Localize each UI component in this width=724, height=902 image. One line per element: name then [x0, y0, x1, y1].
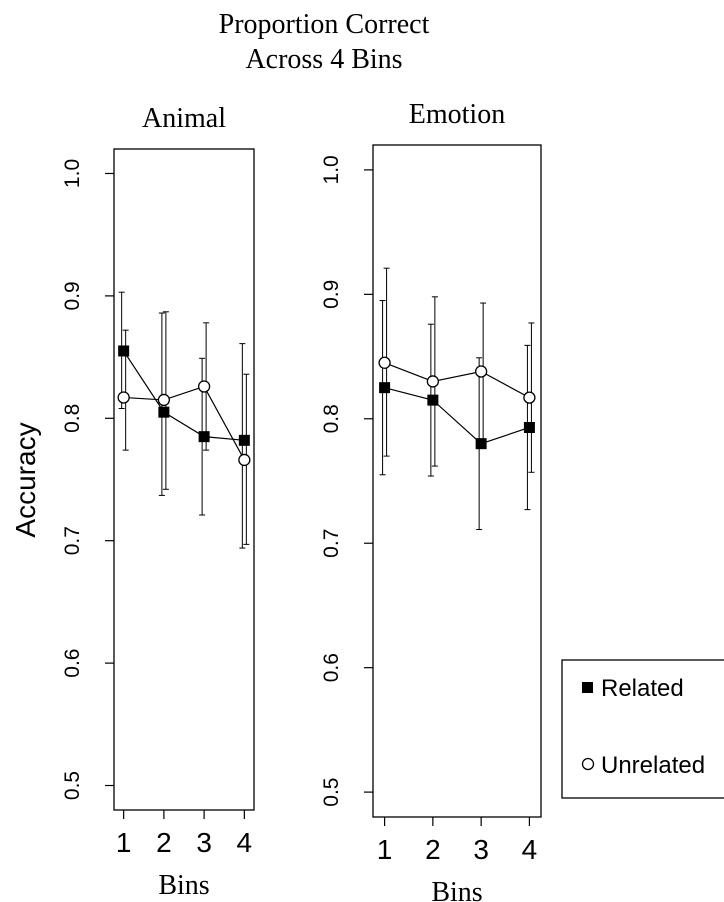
- animal-y-tick-label: 0.5: [61, 771, 84, 800]
- emotion-unrelated-point: [426, 375, 440, 388]
- animal-y-tick-label: 1.0: [61, 159, 84, 188]
- animal-related-line: [123, 350, 245, 441]
- animal-x-tick-label: 4: [237, 827, 253, 858]
- emotion-related-point: [475, 438, 487, 450]
- emotion-series-unrelated: [378, 267, 536, 473]
- emotion-y-tick-label: 0.5: [320, 778, 343, 807]
- animal-y-tick-label: 0.9: [61, 281, 84, 310]
- panel-emotion: Emotion 0.5 0.6 0.7 0.8 0.9 1.0 1 2 3 4 Bins: [320, 99, 542, 902]
- animal-x-tick-label: 1: [116, 827, 132, 858]
- emotion-y-tick-label: 0.6: [320, 653, 343, 682]
- emotion-unrelated-point: [378, 356, 391, 369]
- legend-marker-unrelated: [581, 757, 595, 771]
- animal-y-tick-label: 0.8: [61, 404, 84, 433]
- emotion-x-tick-label: 1: [377, 834, 393, 865]
- legend-box: [561, 659, 724, 799]
- figure-title-line-2: Across 4 Bins: [245, 44, 402, 75]
- animal-related-point: [198, 431, 210, 443]
- emotion-related-point: [379, 382, 391, 394]
- animal-unrelated-line: [123, 385, 245, 461]
- emotion-x-tick-label: 2: [425, 834, 441, 865]
- emotion-y-tick-label: 0.7: [320, 529, 343, 558]
- animal-series-related: [118, 291, 250, 549]
- emotion-unrelated-point: [474, 365, 488, 378]
- legend-marker-related: [582, 682, 593, 693]
- animal-x-tick-label: 2: [156, 827, 172, 858]
- emotion-related-line: [384, 387, 530, 445]
- emotion-x-axis-label: Bins: [431, 877, 482, 902]
- emotion-panel-title: Emotion: [409, 99, 505, 130]
- emotion-x-tick-label: 3: [473, 834, 489, 865]
- animal-unrelated-point: [238, 453, 251, 467]
- panel-animal: Animal 0.5 0.6 0.7 0.8 0.9 1.0 1 2 3 4 Bins: [61, 103, 255, 901]
- legend-label-unrelated: Unrelated: [601, 752, 705, 779]
- figure-title-line-1: Proportion Correct: [219, 9, 430, 40]
- emotion-related-point: [523, 421, 535, 433]
- animal-plot-frame: [113, 148, 255, 811]
- emotion-plot-frame: [372, 144, 542, 818]
- animal-unrelated-point: [117, 391, 130, 404]
- animal-x-tick-label: 3: [196, 827, 212, 858]
- animal-series-unrelated: [117, 311, 251, 545]
- emotion-series-related: [379, 300, 535, 531]
- animal-related-point: [118, 345, 130, 357]
- y-axis-label: Accuracy: [10, 422, 41, 537]
- animal-y-tick-label: 0.6: [61, 649, 84, 678]
- animal-related-point: [238, 434, 250, 446]
- emotion-unrelated-line: [384, 362, 530, 399]
- emotion-y-tick-label: 1.0: [320, 155, 343, 184]
- emotion-y-tick-label: 0.8: [320, 404, 343, 433]
- animal-unrelated-point: [157, 393, 171, 407]
- emotion-y-tick-label: 0.9: [320, 280, 343, 309]
- animal-unrelated-point: [197, 380, 211, 393]
- emotion-unrelated-point: [523, 391, 536, 404]
- animal-x-axis-label: Bins: [158, 870, 209, 901]
- emotion-x-tick-label: 4: [522, 834, 538, 865]
- animal-panel-title: Animal: [142, 103, 226, 134]
- legend: Related Unrelated: [561, 659, 724, 799]
- legend-label-related: Related: [601, 675, 684, 702]
- animal-y-tick-label: 0.7: [61, 526, 84, 555]
- emotion-related-point: [427, 394, 439, 406]
- animal-related-point: [158, 406, 170, 418]
